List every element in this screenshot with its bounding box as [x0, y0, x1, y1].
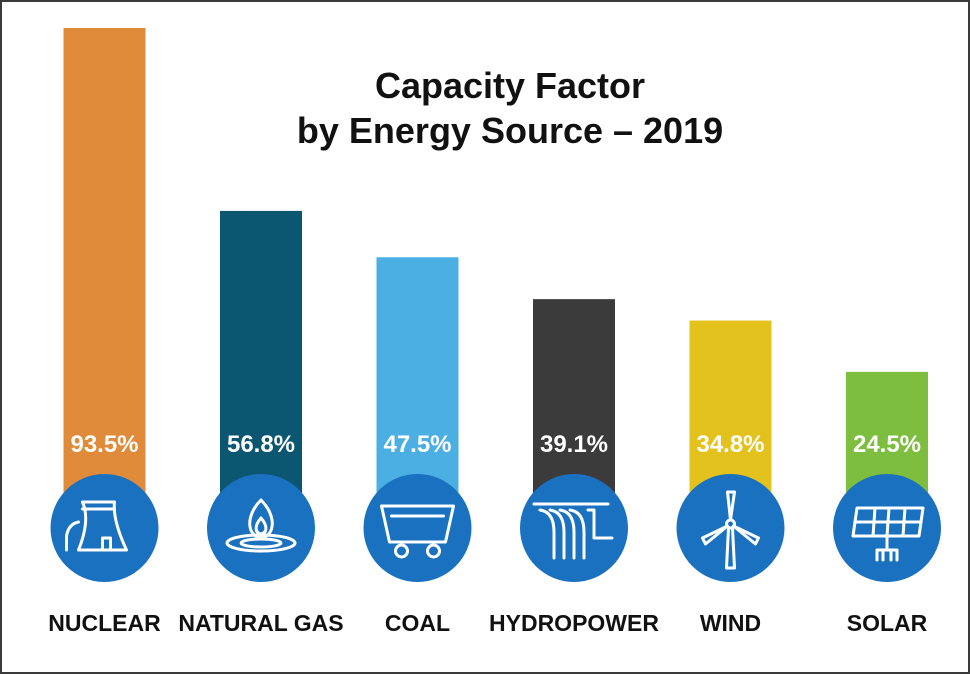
- nuclear-plant-icon: [65, 500, 128, 552]
- bar-natural-gas: [220, 210, 302, 494]
- bar-group-coal: 47.5% COAL: [363, 257, 472, 636]
- icon-circle-coal: [363, 474, 472, 582]
- bar-group-hydropower: 39.1% HYDROPOWER: [489, 299, 659, 636]
- bar-solar: [846, 371, 928, 494]
- category-label-natural-gas: NATURAL GAS: [178, 610, 343, 636]
- solar-panel-icon: [851, 506, 925, 562]
- bar-nuclear: [63, 28, 146, 494]
- value-label-solar: 24.5%: [853, 431, 921, 458]
- icon-circle-nuclear: [50, 474, 159, 582]
- coal-cart-icon: [380, 504, 455, 559]
- value-label-natural-gas: 56.8%: [227, 431, 295, 458]
- bar-group-natural-gas: 56.8% NATURAL GAS: [178, 210, 344, 636]
- bar-group-wind: 34.8% WIND: [676, 320, 785, 636]
- value-label-coal: 47.5%: [383, 431, 451, 458]
- hydropower-dam-icon: [532, 502, 614, 560]
- chart-title-line-1: Capacity Factor: [375, 65, 645, 106]
- value-label-wind: 34.8%: [696, 431, 764, 458]
- value-label-hydropower: 39.1%: [540, 431, 608, 458]
- wind-turbine-icon: [701, 490, 760, 570]
- gas-flame-icon: [225, 498, 297, 553]
- category-label-solar: SOLAR: [847, 610, 928, 636]
- category-label-hydropower: HYDROPOWER: [489, 610, 659, 636]
- category-label-wind: WIND: [700, 610, 761, 636]
- category-label-nuclear: NUCLEAR: [48, 610, 161, 636]
- category-label-coal: COAL: [385, 610, 450, 636]
- chart-title-line-2: by Energy Source – 2019: [297, 110, 723, 151]
- value-label-nuclear: 93.5%: [70, 431, 138, 458]
- bar-group-nuclear: 93.5% NUCLEAR: [48, 28, 161, 636]
- bar-hydropower: [533, 299, 615, 494]
- bar-group-solar: 24.5% SOLAR: [833, 371, 941, 636]
- bar-coal: [376, 257, 459, 494]
- icon-circle-natural-gas: [207, 474, 315, 582]
- bar-wind: [689, 320, 772, 494]
